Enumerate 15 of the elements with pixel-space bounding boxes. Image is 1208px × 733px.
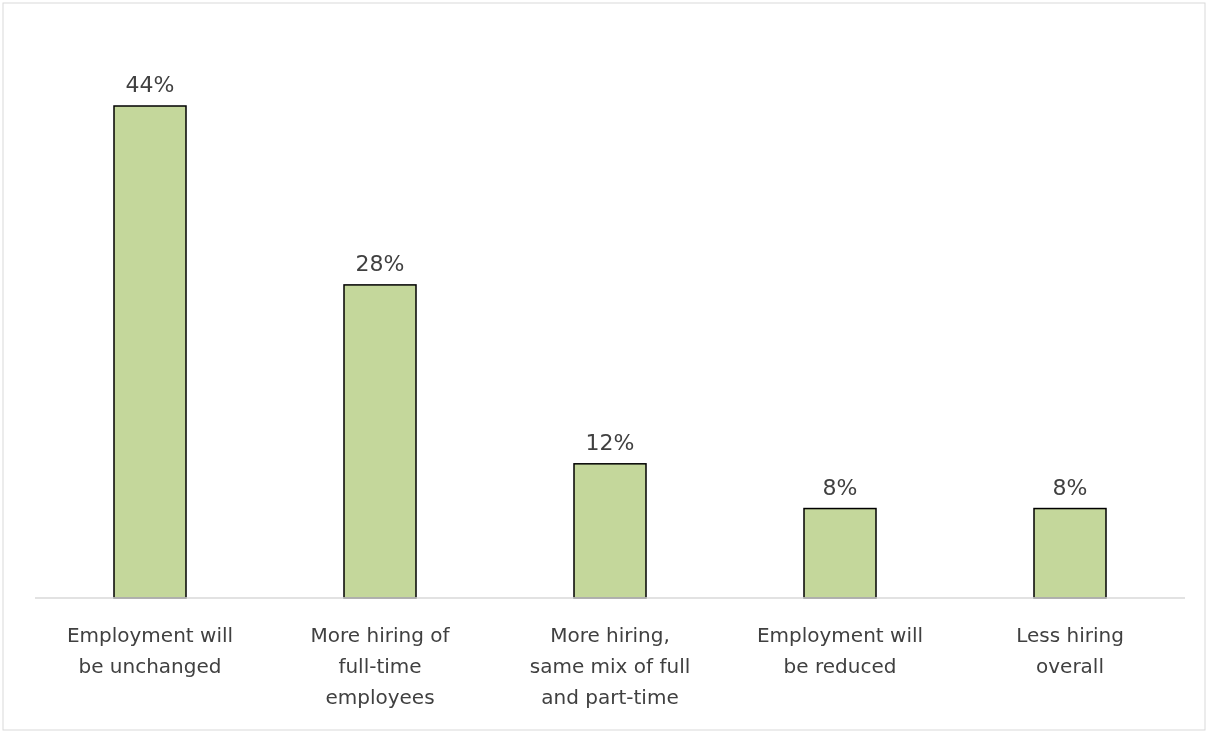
bar <box>113 105 187 599</box>
data-label: 44% <box>125 72 175 97</box>
bar <box>1033 507 1107 599</box>
x-tick-label: Less hiring overall <box>1016 623 1124 678</box>
x-tick-label: More hiring of full-time employees <box>310 623 451 709</box>
x-tick-label: More hiring, same mix of full and part-time <box>529 623 691 709</box>
bar <box>343 284 417 599</box>
data-label: 12% <box>585 429 635 455</box>
data-label: 8% <box>822 474 858 500</box>
x-tick-label: Employment will be unchanged <box>66 623 234 678</box>
data-label: 28% <box>355 250 405 276</box>
bar <box>573 463 647 599</box>
bar <box>803 507 877 599</box>
data-label: 8% <box>1052 474 1088 500</box>
x-tick-label: Employment will be reduced <box>756 623 924 678</box>
